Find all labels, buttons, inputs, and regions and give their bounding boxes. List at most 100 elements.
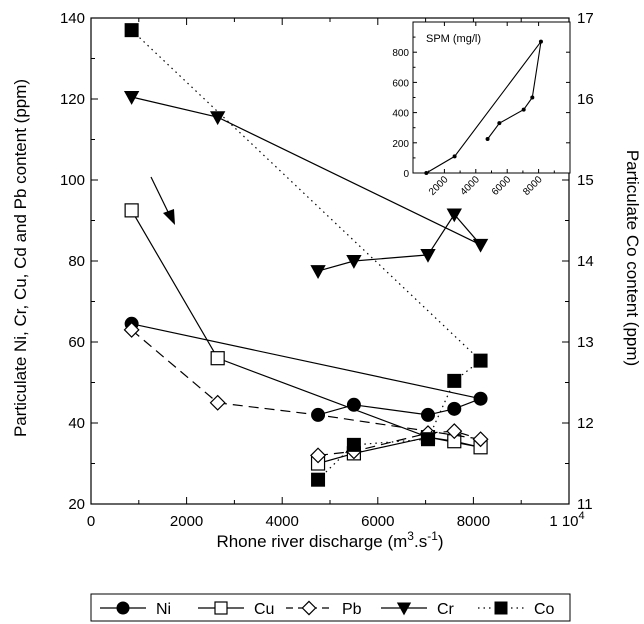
inset-plot: 2000 4000 6000 8000 0 200 400 600 800 SPM (mg/l) [392, 21, 571, 198]
inset-point [538, 39, 543, 44]
legend: Ni Cu Pb Cr Co [90, 593, 571, 622]
y-tick-label: 100 [60, 172, 85, 189]
point-cu [124, 203, 139, 218]
series-line-pb [131, 329, 481, 440]
series-ni [124, 316, 488, 422]
inset-label: SPM (mg/l) [426, 33, 481, 45]
legend-label: Pb [342, 601, 362, 618]
y2-tick-label: 17 [577, 10, 594, 27]
legend-marker [396, 602, 412, 616]
x-axis-label: Rhone river discharge (m3.s-1) [216, 529, 443, 551]
x-tick-label: 6000 [361, 513, 394, 530]
series-cr [123, 91, 489, 279]
point-cr [209, 111, 226, 126]
y-tick-label: 20 [68, 496, 85, 513]
point-co [124, 23, 139, 38]
y-tick-label: 80 [68, 253, 85, 270]
legend-marker [214, 601, 228, 615]
inset-y-tick-label: 600 [392, 78, 409, 89]
point-cu [210, 351, 225, 366]
inset-y-tick-label: 0 [403, 169, 409, 180]
x-axis-label-part: Rhone river discharge (m [216, 532, 407, 551]
point-pb [310, 447, 327, 464]
inset-x-tick-label: 2000 [427, 174, 451, 198]
y2-tick-label: 11 [577, 496, 593, 513]
point-cr [472, 238, 489, 253]
x-axis-label-sup: -1 [427, 529, 438, 543]
inset-point [485, 137, 490, 142]
x-tick-label-last-base: 1 10 [549, 513, 578, 530]
legend-item-ni: Ni [100, 601, 171, 618]
point-pb [446, 423, 463, 440]
y2-tick-label: 14 [577, 253, 594, 270]
inset-point [497, 121, 502, 126]
inset-y-tick-label: 200 [392, 139, 409, 150]
legend-item-co: Co [478, 601, 555, 618]
point-cr [346, 255, 362, 269]
inset-point [424, 171, 429, 175]
inset-point [530, 95, 535, 100]
y2-tick-label: 15 [577, 172, 594, 189]
inset-y-tick-label: 400 [392, 109, 409, 120]
point-cr [123, 91, 140, 105]
point-cr [310, 265, 326, 279]
legend-marker [301, 600, 317, 616]
legend-item-pb: Pb [286, 600, 362, 618]
legend-item-cr: Cr [381, 601, 455, 618]
legend-label: Cr [437, 601, 455, 618]
point-pb [209, 394, 226, 411]
legend-item-cu: Cu [198, 601, 274, 618]
point-cr [420, 248, 436, 263]
series-co [124, 23, 488, 487]
x-tick-label-last-exp: 4 [579, 510, 585, 522]
arrow-annotation [150, 176, 175, 225]
point-co [420, 432, 435, 447]
inset-x-tick-label: 6000 [490, 174, 514, 198]
x-axis-label-sup: 3 [407, 529, 414, 543]
point-ni [473, 391, 488, 406]
inset-x-tick-label: 4000 [458, 174, 482, 198]
y2-axis-label: Particulate Co content (ppm) [623, 150, 642, 366]
inset-point [521, 107, 526, 112]
y-tick-label: 60 [68, 334, 85, 351]
x-tick-label-last: 1 104 [549, 510, 584, 530]
main-plot: 0 2000 4000 6000 8000 1 104204060801001201401… [11, 10, 642, 551]
x-axis-label-part: ) [438, 532, 444, 551]
point-co [311, 472, 326, 487]
y2-tick-label: 12 [577, 415, 594, 432]
inset-point [452, 154, 457, 159]
series-line-cr [317, 213, 482, 272]
point-co [447, 373, 462, 388]
x-axis-label-part: .s [414, 532, 427, 551]
point-pb [472, 431, 489, 448]
point-co [346, 437, 361, 452]
y2-tick-label: 16 [577, 91, 594, 108]
inset-y-tick-label: 800 [392, 48, 409, 59]
inset-x-tick-label: 8000 [521, 174, 545, 198]
point-pb [123, 321, 140, 338]
point-ni [447, 401, 462, 416]
series-line-co [317, 360, 481, 481]
legend-label: Ni [156, 601, 171, 618]
arrow-head [163, 209, 175, 225]
x-tick-label: 4000 [266, 513, 299, 530]
y-tick-label: 120 [60, 91, 85, 108]
y2-tick-label: 13 [577, 334, 594, 351]
series-line-ni [131, 323, 481, 400]
y-axis-label: Particulate Ni, Cr, Cu, Cd and Pb conten… [11, 79, 30, 437]
y-tick-label: 140 [60, 10, 85, 27]
arrow-shaft [150, 176, 171, 217]
legend-marker [116, 601, 130, 615]
legend-label: Co [534, 601, 555, 618]
inset-frame [412, 21, 571, 174]
point-ni [420, 407, 435, 422]
y-tick-label: 40 [68, 415, 85, 432]
x-tick-label: 0 [87, 513, 95, 530]
point-cr [446, 208, 462, 223]
point-co [473, 353, 488, 368]
x-tick-label: 2000 [170, 513, 203, 530]
legend-marker [494, 601, 508, 615]
legend-label: Cu [254, 601, 274, 618]
x-tick-label: 8000 [457, 513, 490, 530]
